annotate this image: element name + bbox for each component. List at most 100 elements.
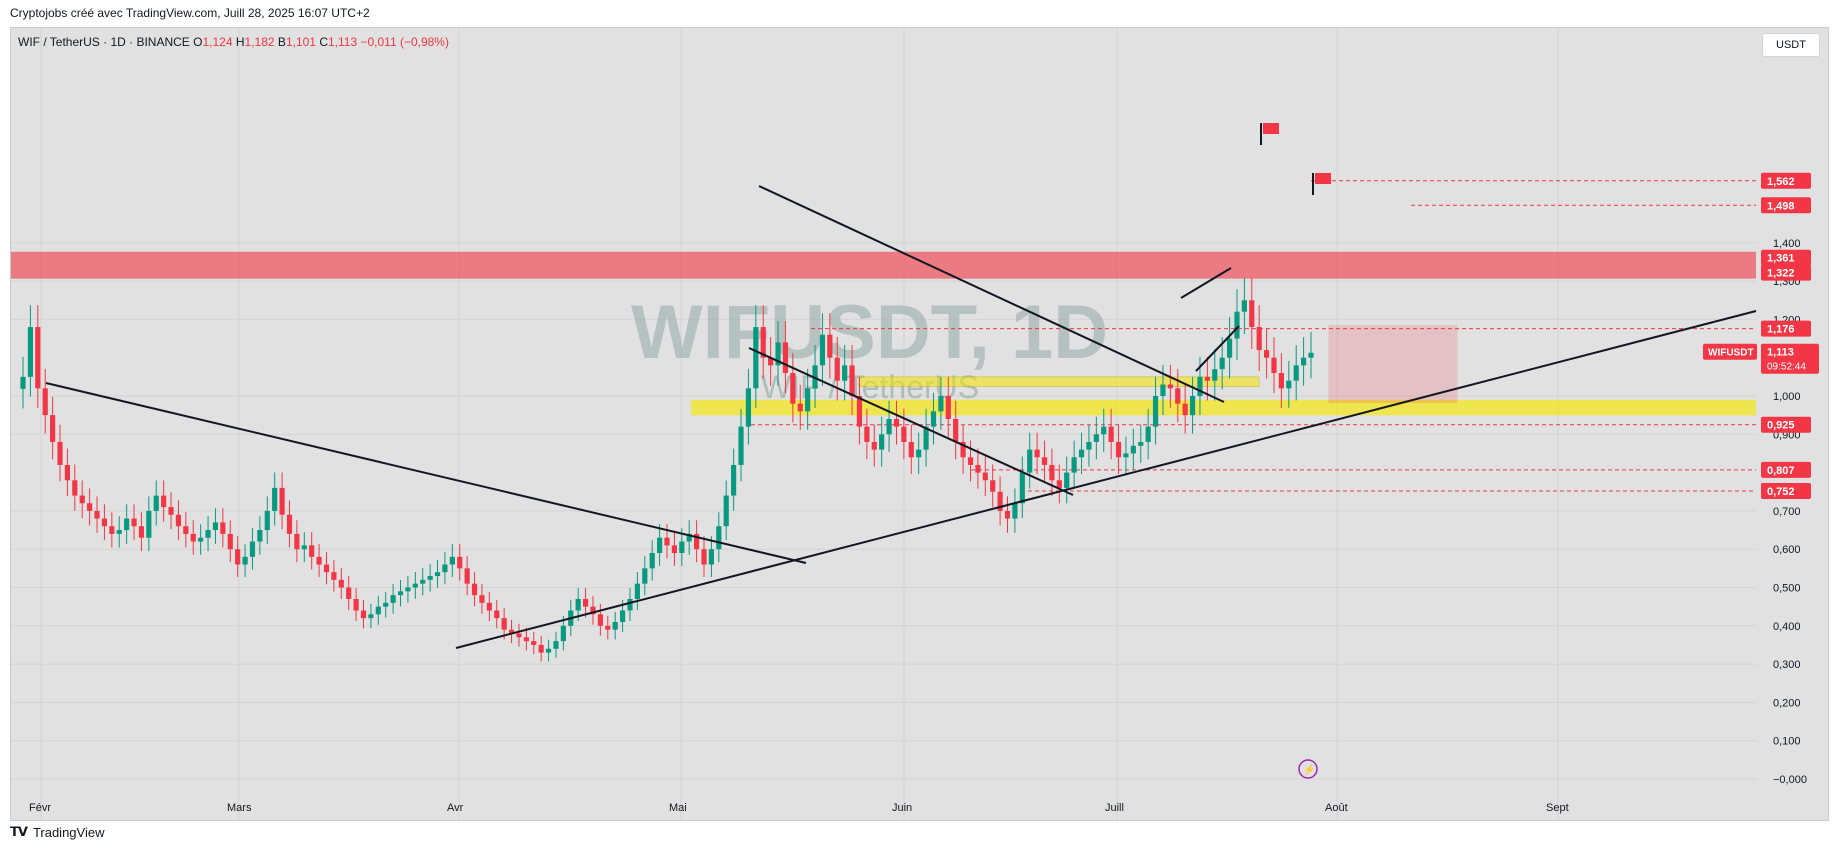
candle-body <box>420 579 426 584</box>
chart-attribution: Cryptojobs créé avec TradingView.com, Ju… <box>10 6 370 20</box>
symbol-info: WIF / TetherUS · 1D · BINANCE O1,124 H1,… <box>18 35 449 49</box>
candle-body <box>871 441 877 450</box>
candle-body <box>227 533 233 550</box>
x-axis-label-1: Mars <box>227 802 252 814</box>
candle-body <box>1145 426 1151 442</box>
flag-icon-1 <box>1315 173 1331 184</box>
last-price-value: 1,113 <box>1767 347 1794 359</box>
candle-body <box>701 549 707 565</box>
candle-body <box>316 556 322 565</box>
x-axis-label-0: Févr <box>29 802 51 814</box>
target-box <box>1328 325 1458 404</box>
candle-body <box>1071 457 1077 473</box>
candle-body <box>1034 449 1040 458</box>
candle-body <box>842 365 848 381</box>
price-tag-label-5: 0,925 <box>1767 420 1795 432</box>
price-tag-label-1: 1,498 <box>1767 200 1795 212</box>
candle-body <box>397 591 404 596</box>
price-tag-5 <box>1761 416 1811 433</box>
candle-body <box>723 495 729 527</box>
candle-body <box>553 641 559 649</box>
candle-body <box>1056 480 1062 488</box>
candle-body <box>679 541 685 554</box>
x-axis-label-2: Avr <box>447 802 464 814</box>
candle-body <box>745 388 752 427</box>
candle-body <box>1249 300 1255 328</box>
candle-body <box>87 503 93 511</box>
x-axis-label-7: Sept <box>1546 802 1569 814</box>
candle-body <box>938 396 944 412</box>
candle-body <box>331 572 337 580</box>
candle-body <box>1293 365 1299 381</box>
chart-area[interactable]: WIFUSDT, 1DWIF / TetherUS⚡1,4001,3001,20… <box>10 27 1829 821</box>
candle-body <box>782 342 789 374</box>
trend-line-1 <box>455 310 1757 649</box>
candle-body <box>753 327 759 389</box>
candle-body <box>1189 396 1196 416</box>
candle-body <box>427 576 433 580</box>
candle-body <box>664 537 670 546</box>
candle-body <box>1064 472 1070 488</box>
candle-body <box>434 572 441 577</box>
candle-body <box>1108 426 1114 442</box>
candle-body <box>124 518 130 531</box>
candle-body <box>516 633 522 638</box>
candle-body <box>886 418 892 435</box>
candle-body <box>1226 338 1233 358</box>
candle-body <box>975 464 981 473</box>
candle-body <box>1197 376 1203 396</box>
candle-body <box>479 595 485 603</box>
candle-body <box>901 426 907 442</box>
price-tag-4 <box>1761 320 1811 337</box>
candle-body <box>494 610 500 619</box>
candle-body <box>1308 352 1314 358</box>
close-label: C <box>319 35 328 49</box>
candle-body <box>1286 380 1292 389</box>
candle-body <box>834 357 840 381</box>
currency-selector[interactable]: USDT <box>1762 33 1820 57</box>
candle-body <box>412 583 418 588</box>
candle-body <box>175 514 182 527</box>
candle-body <box>464 568 470 584</box>
candle-body <box>708 549 715 565</box>
candle-body <box>856 396 863 427</box>
candle-body <box>1049 464 1055 481</box>
candle-body <box>486 602 492 611</box>
y-tick-label-11: 0,100 <box>1773 736 1801 748</box>
candle-body <box>35 327 41 389</box>
candle-body <box>212 522 219 531</box>
candle-body <box>1175 388 1181 404</box>
candle-body <box>183 526 189 534</box>
price-chart[interactable]: WIFUSDT, 1DWIF / TetherUS⚡1,4001,3001,20… <box>11 28 1828 820</box>
tradingview-logo-icon: 𝗧𝗩 <box>10 824 28 839</box>
candle-body <box>1130 445 1136 454</box>
candle-body <box>523 637 529 642</box>
low-label: B <box>277 35 286 49</box>
footer-brand: 𝗧𝗩 TradingView <box>10 824 104 840</box>
candle-body <box>153 495 159 511</box>
candle-body <box>279 487 285 515</box>
price-tag-label-0: 1,562 <box>1767 176 1795 188</box>
candle-body <box>457 556 463 569</box>
candle-body <box>797 403 803 412</box>
candle-body <box>597 614 603 626</box>
symbol-tag-label: WIFUSDT <box>1708 348 1754 359</box>
trend-line-4 <box>1180 267 1232 299</box>
candle-body <box>301 545 307 550</box>
candle-body <box>686 533 692 542</box>
price-tag-2 <box>1761 249 1811 266</box>
x-axis-label-6: Août <box>1325 802 1348 814</box>
candle-body <box>731 464 737 496</box>
brand-name: TradingView <box>32 824 105 840</box>
candle-body <box>1160 384 1166 396</box>
currency-label: USDT <box>1776 39 1806 51</box>
candle-body <box>1263 350 1270 358</box>
candle-body <box>997 491 1003 511</box>
trend-line-2 <box>758 185 1225 403</box>
symbol-name[interactable]: WIF / TetherUS · 1D · BINANCE <box>18 35 190 49</box>
x-axis-label-3: Mai <box>669 802 687 814</box>
candle-body <box>501 618 507 630</box>
candle-body <box>346 587 352 599</box>
candle-body <box>272 487 278 511</box>
x-axis-label-5: Juill <box>1105 802 1124 814</box>
